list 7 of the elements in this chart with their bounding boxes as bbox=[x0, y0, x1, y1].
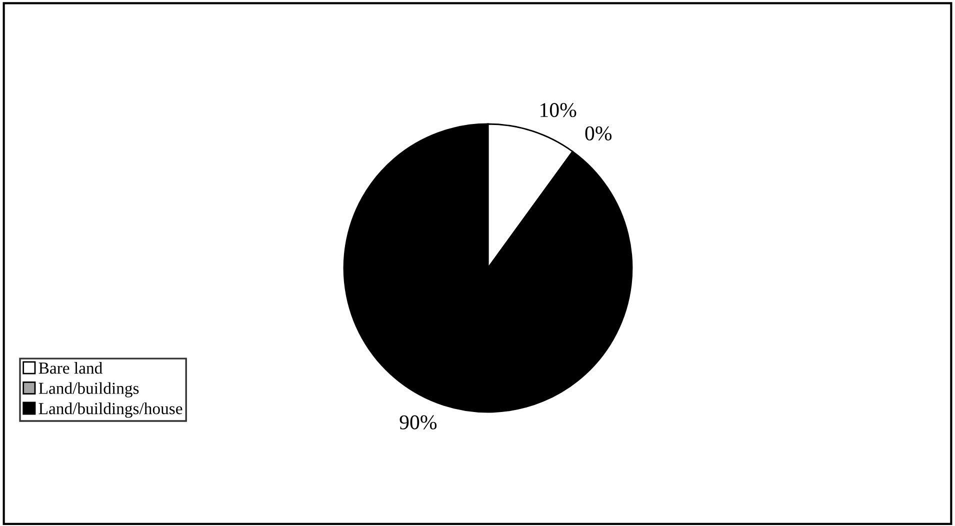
text: 0% bbox=[585, 126, 612, 140]
data-label: 90% bbox=[400, 415, 437, 430]
pie-slice bbox=[343, 123, 633, 413]
legend-label: Land/buildings bbox=[38, 382, 139, 398]
legend-label: Land/buildings/house bbox=[38, 402, 182, 418]
legend-label: Bare land bbox=[38, 362, 102, 374]
data-label: 10% bbox=[540, 103, 576, 118]
